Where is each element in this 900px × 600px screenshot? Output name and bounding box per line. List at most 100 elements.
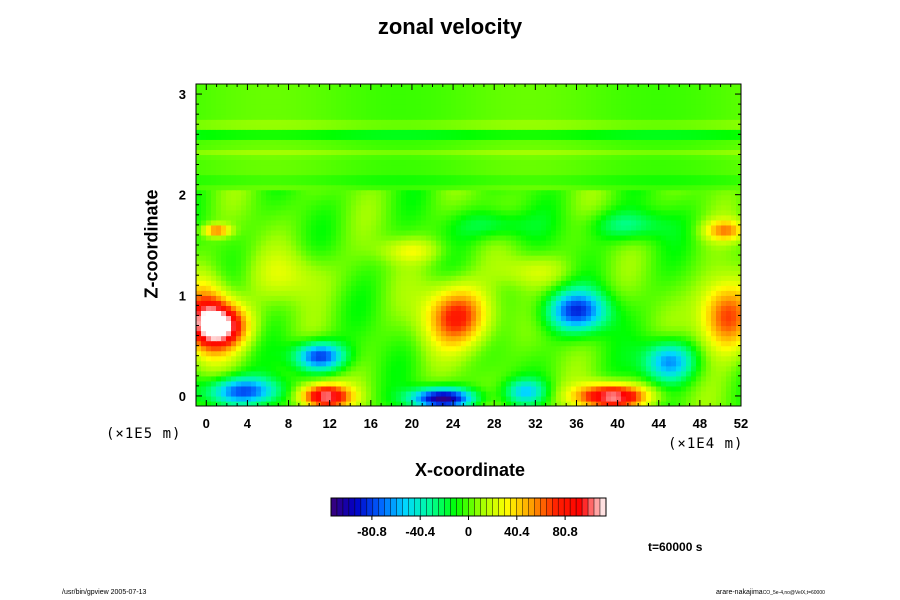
heatmap-cell [626,355,632,362]
heatmap-cell [531,250,537,256]
heatmap-cell [396,310,402,317]
heatmap-cell [531,255,537,261]
heatmap-cell [496,194,502,201]
heatmap-cell [196,250,202,256]
heatmap-cell [671,275,677,281]
heatmap-cell [361,380,367,387]
heatmap-cell [336,310,342,317]
heatmap-cell [301,189,307,196]
heatmap-cell [446,295,452,301]
heatmap-cell [421,239,427,246]
heatmap-cell [311,310,317,317]
heatmap-cell [281,385,287,392]
heatmap-cell [651,214,657,221]
heatmap-cell [561,330,567,337]
heatmap-cell [221,295,227,301]
heatmap-cell [201,270,207,276]
heatmap-cell [206,400,212,406]
heatmap-cell [316,194,322,201]
heatmap-cell [306,370,312,377]
heatmap-cell [336,214,342,221]
heatmap-cell [651,184,657,191]
heatmap-cell [626,350,632,357]
heatmap-cell [376,229,382,236]
heatmap-cell [266,239,272,246]
heatmap-cell [496,340,502,347]
heatmap-cell [596,275,602,281]
heatmap-cell [571,370,577,377]
heatmap-cell [656,250,662,256]
heatmap-cell [521,184,527,191]
heatmap-cell [576,260,582,266]
heatmap-cell [201,320,207,327]
heatmap-cell [321,325,327,332]
heatmap-cell [646,355,652,362]
heatmap-cell [676,335,682,342]
heatmap-cell [666,390,672,397]
heatmap-cell [671,385,677,392]
heatmap-cell [251,375,257,382]
heatmap-cell [471,320,477,327]
heatmap-cell [536,214,542,221]
heatmap-cell [286,375,292,382]
heatmap-cell [541,189,547,196]
heatmap-cell [271,270,277,276]
heatmap-cell [696,335,702,342]
heatmap-cell [456,224,462,231]
heatmap-cell [611,239,617,246]
heatmap-cell [686,204,692,211]
heatmap-cell [571,245,577,251]
heatmap-cell [381,229,387,236]
heatmap-cell [466,295,472,301]
heatmap-cell [281,184,287,191]
heatmap-cell [396,234,402,241]
heatmap-cell [401,315,407,322]
heatmap-cell [206,325,212,332]
heatmap-cell [571,239,577,246]
heatmap-cell [461,355,467,362]
heatmap-cell [466,290,472,296]
heatmap-cell [711,395,717,402]
heatmap-cell [556,325,562,332]
heatmap-cell [491,270,497,276]
heatmap-cell [516,345,522,352]
heatmap-cell [516,265,522,271]
heatmap-cell [321,355,327,362]
heatmap-cell [706,285,712,291]
heatmap-cell [641,335,647,342]
heatmap-cell [396,380,402,387]
heatmap-cell [361,345,367,352]
heatmap-cell [571,280,577,286]
heatmap-cell [606,300,612,306]
heatmap-cell [276,239,282,246]
heatmap-cell [546,189,552,196]
heatmap-cell [276,395,282,402]
heatmap-cell [221,219,227,226]
heatmap-cell [276,204,282,211]
heatmap-cell [456,350,462,357]
heatmap-cell [646,280,652,286]
heatmap-cell [366,350,372,357]
heatmap-cell [641,365,647,372]
heatmap-cell [406,275,412,281]
heatmap-cell [196,265,202,271]
heatmap-cell [281,179,287,186]
heatmap-cell [601,315,607,322]
heatmap-cell [221,174,227,181]
heatmap-cell [531,305,537,312]
heatmap-cell [636,305,642,312]
heatmap-cell [496,315,502,322]
heatmap-cell [446,270,452,276]
heatmap-cell [391,214,397,221]
heatmap-cell [356,385,362,392]
heatmap-cell [556,310,562,317]
heatmap-cell [501,360,507,367]
heatmap-cell [581,290,587,296]
heatmap-cell [296,280,302,286]
heatmap-cell [426,255,432,261]
heatmap-cell [556,360,562,367]
heatmap-cell [256,229,262,236]
heatmap-cell [196,325,202,332]
heatmap-cell [456,305,462,312]
heatmap-cell [221,325,227,332]
